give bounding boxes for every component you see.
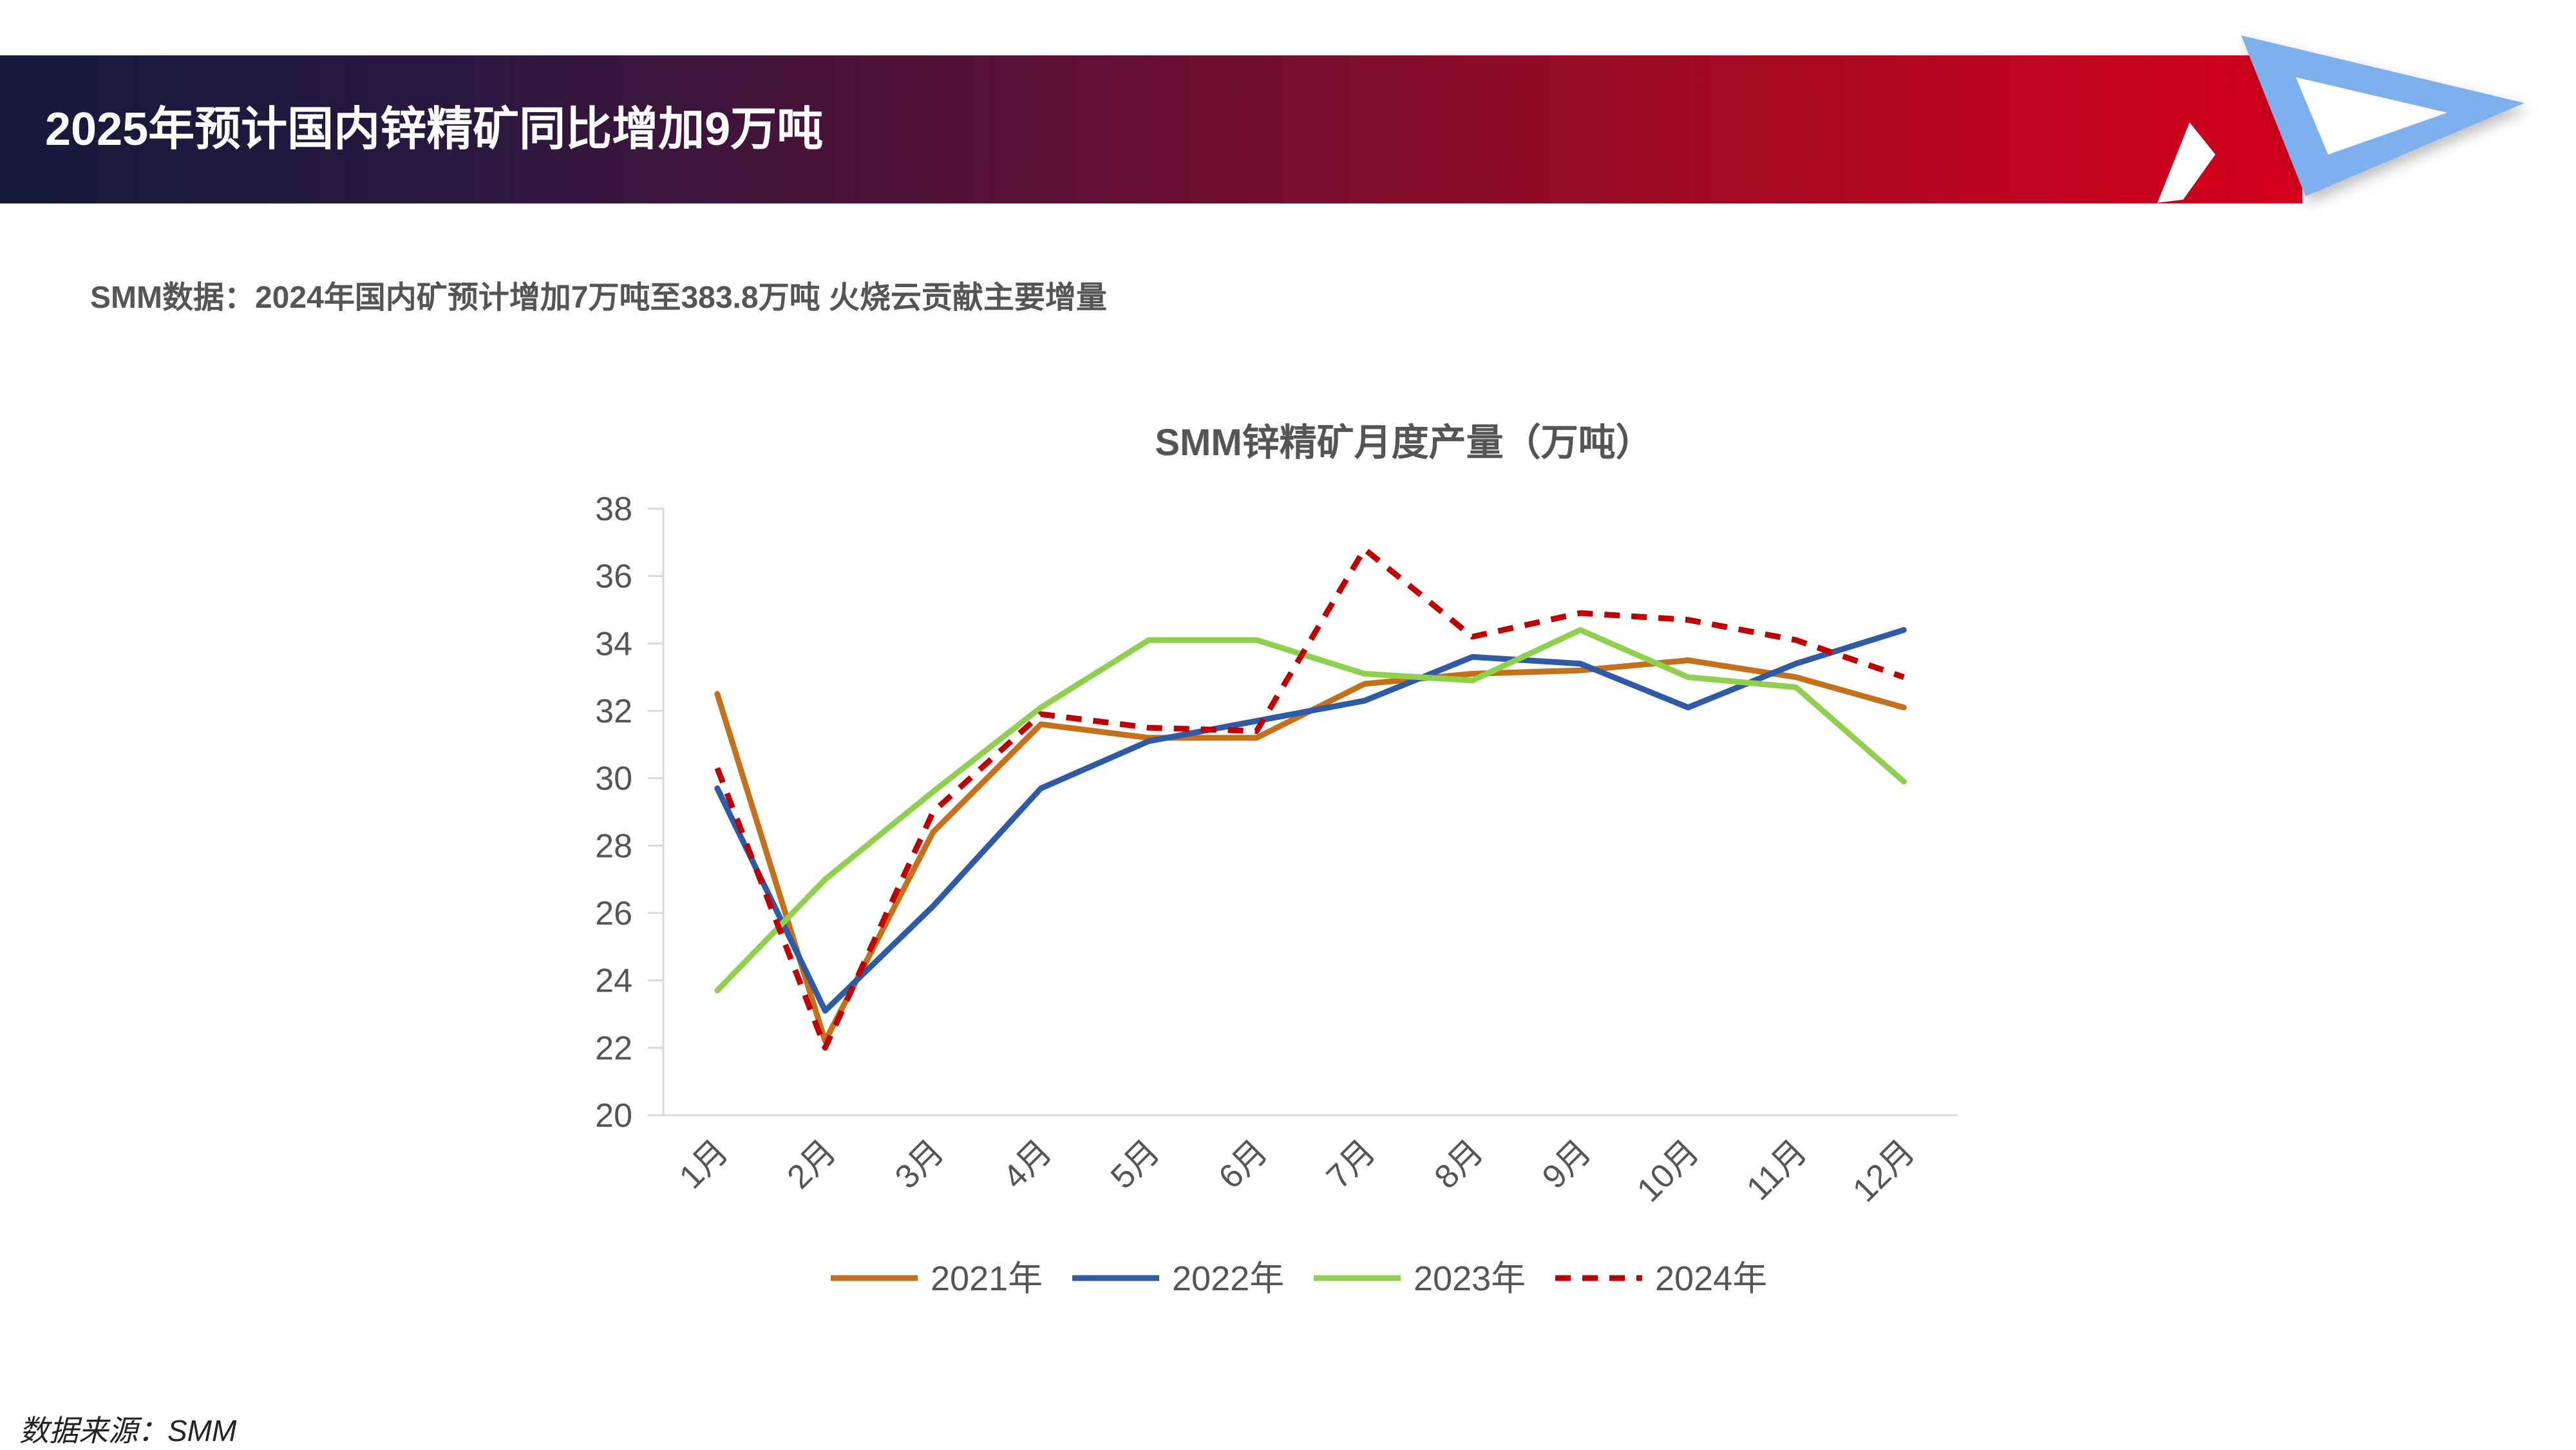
y-tick-label: 20 xyxy=(595,1097,632,1135)
y-tick-label: 22 xyxy=(595,1030,632,1067)
x-tick-label: 9月 xyxy=(1535,1133,1598,1196)
data-source: 数据来源：SMM xyxy=(19,1408,236,1450)
y-tick-label: 26 xyxy=(595,895,632,932)
y-tick-label: 24 xyxy=(595,963,632,1000)
y-tick-label: 34 xyxy=(595,625,632,663)
y-tick-label: 36 xyxy=(595,558,632,596)
legend-label: 2021年 xyxy=(931,1259,1043,1298)
x-tick-label: 10月 xyxy=(1630,1133,1707,1209)
y-tick-label: 32 xyxy=(595,693,632,730)
series-line-3 xyxy=(717,630,1904,990)
series-line-4 xyxy=(717,549,1904,1048)
x-tick-label: 6月 xyxy=(1212,1133,1275,1196)
legend-label: 2022年 xyxy=(1172,1259,1284,1298)
x-tick-label: 2月 xyxy=(781,1133,844,1196)
x-tick-label: 3月 xyxy=(888,1133,951,1196)
series-line-1 xyxy=(717,661,1904,1041)
chart-legend: 2021年 2022年 2023年 2024年 xyxy=(831,1259,1767,1298)
x-tick-label: 7月 xyxy=(1320,1133,1383,1196)
x-tick-label: 11月 xyxy=(1739,1133,1814,1207)
chart-axes: 20 22 24 26 28 30 32 34 36 38 1月 2月 3月 4月 5月 6月 7月 8月 9月 10… xyxy=(595,491,1958,1209)
x-tick-label: 1月 xyxy=(672,1133,735,1196)
chart-lines xyxy=(717,549,1904,1048)
x-tick-label: 12月 xyxy=(1846,1133,1922,1209)
y-tick-label: 38 xyxy=(595,491,632,528)
legend-label: 2023年 xyxy=(1414,1259,1526,1298)
x-tick-label: 5月 xyxy=(1104,1133,1167,1196)
legend-label: 2024年 xyxy=(1655,1259,1767,1298)
y-tick-label: 30 xyxy=(595,760,632,798)
y-tick-label: 28 xyxy=(595,827,632,865)
x-tick-label: 8月 xyxy=(1428,1133,1491,1196)
x-tick-label: 4月 xyxy=(996,1133,1059,1196)
